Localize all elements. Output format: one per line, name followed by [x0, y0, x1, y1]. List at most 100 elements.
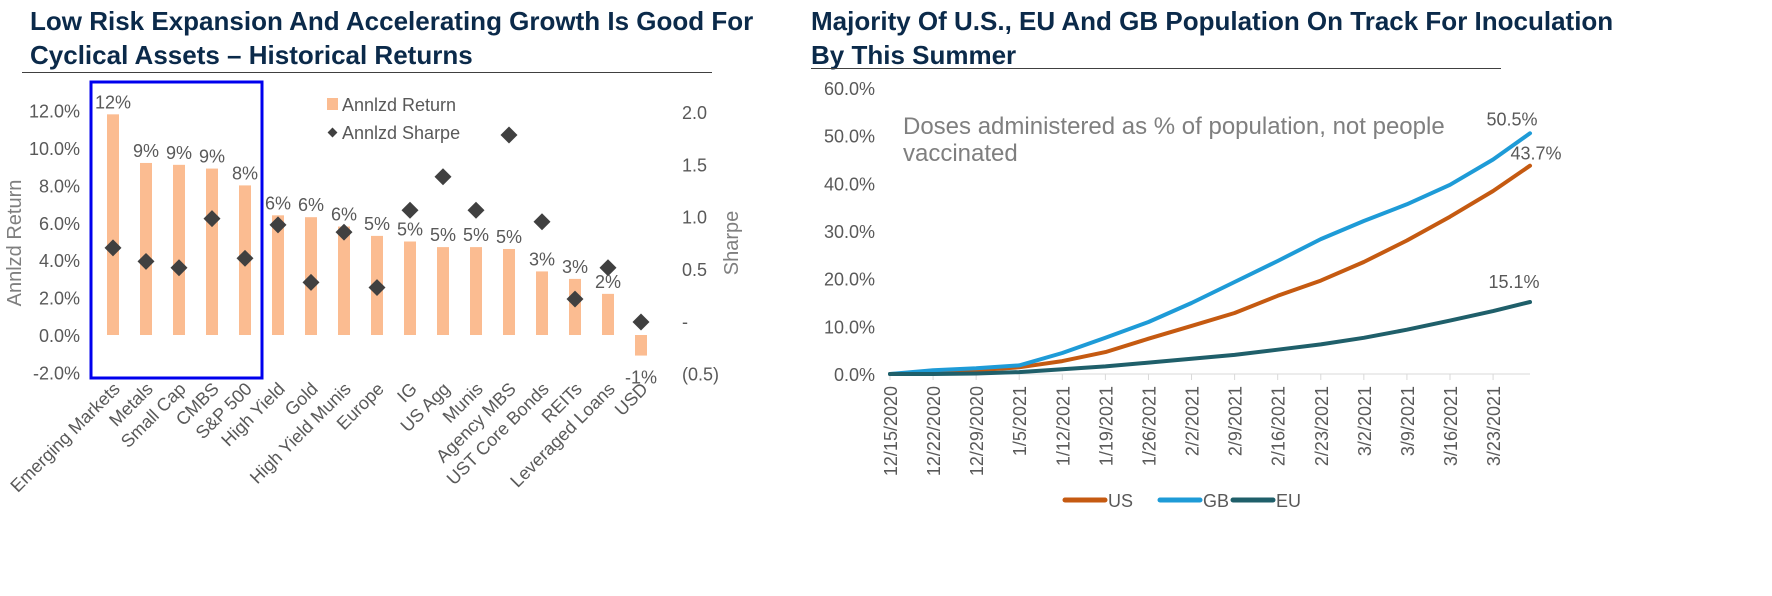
bar-data-label: 6%	[331, 205, 357, 225]
x-tick-label: 2/2/2021	[1183, 386, 1203, 456]
return-bar	[404, 241, 416, 335]
right-chart-y-tick-label: 10.0%	[824, 317, 875, 337]
return-bar	[140, 162, 152, 335]
sharpe-marker	[401, 201, 419, 219]
right-chart-title-line2: By This Summer	[811, 40, 1017, 70]
bar-data-label: 9%	[133, 141, 159, 161]
x-tick-label: 1/26/2021	[1139, 386, 1159, 466]
end-label-gb: 50.5%	[1486, 109, 1537, 129]
bar-data-label: 8%	[232, 163, 258, 183]
left-chart-title-line1: Low Risk Expansion And Accelerating Grow…	[30, 6, 754, 36]
right-y-tick-label: 1.0	[682, 208, 707, 228]
chart-annotation: Doses administered as % of population, n…	[903, 113, 1451, 167]
x-tick-label: 1/12/2021	[1053, 386, 1073, 466]
bar-data-labels: 12% 9% 9% 9% 8% 6% 6% 6% 5% 5% 5% 5% 5% 3% 3% 2% -1%	[95, 92, 657, 387]
x-tick-label: 3/23/2021	[1484, 386, 1504, 466]
x-tick-label: 12/22/2020	[924, 386, 944, 476]
sharpe-marker	[434, 168, 452, 186]
bar-data-label: 5%	[364, 214, 390, 234]
legend-label-eu: EU	[1276, 491, 1301, 511]
right-chart-y-tick-label: 30.0%	[824, 222, 875, 242]
left-y-tick-label: 0.0%	[39, 326, 80, 346]
sharpe-marker	[599, 259, 617, 277]
legend-label-us: US	[1108, 491, 1133, 511]
bar-data-label: 5%	[463, 225, 489, 245]
bar-data-label: -1%	[625, 368, 657, 388]
return-bar	[107, 114, 119, 335]
right-chart-y-axis-ticks: 60.0% 50.0% 40.0% 30.0% 20.0% 10.0% 0.0%	[824, 79, 875, 385]
x-tick-label: 12/15/2020	[881, 386, 901, 476]
series-line-gb	[888, 131, 1532, 376]
series-line-eu	[888, 300, 1532, 376]
legend-sharpe-marker	[327, 127, 338, 138]
x-tick-label: 3/16/2021	[1441, 386, 1461, 466]
sharpe-marker	[269, 216, 287, 234]
right-chart-y-tick-label: 0.0%	[834, 365, 875, 385]
end-label-us: 43.7%	[1510, 144, 1561, 164]
sharpe-marker	[500, 126, 518, 144]
series-line-us	[888, 163, 1532, 376]
sharpe-marker	[368, 279, 386, 297]
sharpe-markers	[104, 126, 650, 331]
return-bar	[272, 215, 284, 335]
left-y-tick-label: 8.0%	[39, 176, 80, 196]
x-tick-label: 1/5/2021	[1010, 386, 1030, 456]
right-y-tick-label: 1.5	[682, 155, 707, 175]
legend-return-label: Annlzd Return	[342, 95, 456, 115]
bar-data-label: 9%	[166, 143, 192, 163]
series-end-labels: 43.7% 50.5% 15.1%	[1486, 109, 1561, 292]
left-y-axis-ticks: 12.0% 10.0% 8.0% 6.0% 4.0% 2.0% 0.0% -2.0%	[29, 102, 80, 384]
right-y-axis-label: Sharpe	[721, 211, 743, 276]
return-bar	[437, 247, 449, 335]
right-title-rule	[811, 68, 1501, 69]
right-y-tick-label: (0.5)	[682, 364, 719, 384]
legend-sharpe-label: Annlzd Sharpe	[342, 123, 460, 143]
x-tick-label: 3/2/2021	[1355, 386, 1375, 456]
x-tick-label: 2/9/2021	[1226, 386, 1246, 456]
return-bar	[206, 168, 218, 335]
sharpe-marker	[203, 210, 221, 228]
left-y-axis-label: Annlzd Return	[4, 180, 26, 307]
right-chart-x-axis-ticks: 12/15/2020 12/22/2020 12/29/2020 1/5/2021 1/…	[881, 374, 1504, 476]
sharpe-marker	[533, 213, 551, 231]
sharpe-marker	[302, 273, 320, 291]
return-bar	[602, 293, 614, 335]
sharpe-marker	[104, 239, 122, 257]
right-chart-y-tick-label: 40.0%	[824, 174, 875, 194]
x-tick-label: 2/16/2021	[1269, 386, 1289, 466]
sharpe-marker	[335, 223, 353, 241]
bar-data-label: 6%	[265, 193, 291, 213]
left-y-tick-label: -2.0%	[33, 363, 80, 383]
left-y-tick-label: 6.0%	[39, 214, 80, 234]
right-chart-title: Majority Of U.S., EU And GB Population O…	[811, 4, 1613, 72]
return-bar	[536, 271, 548, 335]
bar-data-label: 5%	[430, 225, 456, 245]
legend-label-gb: GB	[1203, 491, 1229, 511]
right-chart-legend: US GB EU	[1062, 491, 1301, 511]
bar-data-label: 9%	[199, 147, 225, 167]
bar-data-label: 3%	[529, 249, 555, 269]
left-chart-title: Low Risk Expansion And Accelerating Grow…	[30, 4, 753, 72]
left-chart-title-line2: Cyclical Assets – Historical Returns	[30, 40, 473, 70]
left-y-tick-label: 4.0%	[39, 251, 80, 271]
right-chart-title-line1: Majority Of U.S., EU And GB Population O…	[811, 6, 1614, 36]
bar-data-label: 6%	[298, 195, 324, 215]
bar-data-label: 3%	[562, 257, 588, 277]
right-chart-y-tick-label: 50.0%	[824, 127, 875, 147]
left-y-tick-label: 12.0%	[29, 102, 80, 122]
left-chart-legend: Annlzd Return Annlzd Sharpe	[327, 95, 460, 143]
sharpe-marker	[170, 259, 188, 277]
right-chart-y-tick-label: 60.0%	[824, 79, 875, 99]
sharpe-marker	[632, 313, 650, 331]
left-y-tick-label: 10.0%	[29, 139, 80, 159]
chart-annotation-line1: Doses administered as % of population, n…	[903, 113, 1445, 140]
right-y-tick-label: -	[682, 312, 688, 332]
return-bar	[635, 335, 647, 356]
right-y-tick-label: 0.5	[682, 260, 707, 280]
x-tick-label: 12/29/2020	[967, 386, 987, 476]
bar-data-label: 5%	[496, 227, 522, 247]
return-bar	[503, 248, 515, 335]
bar-data-label: 5%	[397, 220, 423, 240]
x-tick-label: 3/9/2021	[1398, 386, 1418, 456]
